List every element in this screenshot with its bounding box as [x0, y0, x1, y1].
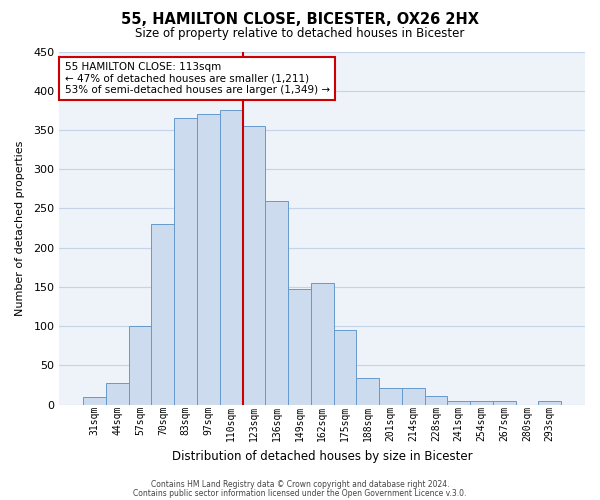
Bar: [379, 388, 402, 404]
Text: 55, HAMILTON CLOSE, BICESTER, OX26 2HX: 55, HAMILTON CLOSE, BICESTER, OX26 2HX: [121, 12, 479, 28]
Bar: [151, 224, 174, 404]
Bar: [311, 283, 334, 405]
Y-axis label: Number of detached properties: Number of detached properties: [15, 140, 25, 316]
Bar: [197, 114, 220, 405]
Bar: [288, 289, 311, 405]
Bar: [334, 330, 356, 404]
Bar: [129, 326, 151, 404]
Text: Contains HM Land Registry data © Crown copyright and database right 2024.: Contains HM Land Registry data © Crown c…: [151, 480, 449, 489]
Bar: [402, 388, 425, 404]
Text: Contains public sector information licensed under the Open Government Licence v.: Contains public sector information licen…: [133, 488, 467, 498]
Bar: [425, 396, 448, 404]
Text: Size of property relative to detached houses in Bicester: Size of property relative to detached ho…: [136, 28, 464, 40]
Bar: [448, 400, 470, 404]
Text: 55 HAMILTON CLOSE: 113sqm
← 47% of detached houses are smaller (1,211)
53% of se: 55 HAMILTON CLOSE: 113sqm ← 47% of detac…: [65, 62, 330, 96]
Bar: [106, 384, 129, 404]
Bar: [174, 118, 197, 405]
Bar: [356, 378, 379, 404]
Bar: [470, 400, 493, 404]
Bar: [242, 126, 265, 404]
X-axis label: Distribution of detached houses by size in Bicester: Distribution of detached houses by size …: [172, 450, 472, 462]
Bar: [493, 400, 515, 404]
Bar: [265, 200, 288, 404]
Bar: [538, 402, 561, 404]
Bar: [220, 110, 242, 405]
Bar: [83, 396, 106, 404]
